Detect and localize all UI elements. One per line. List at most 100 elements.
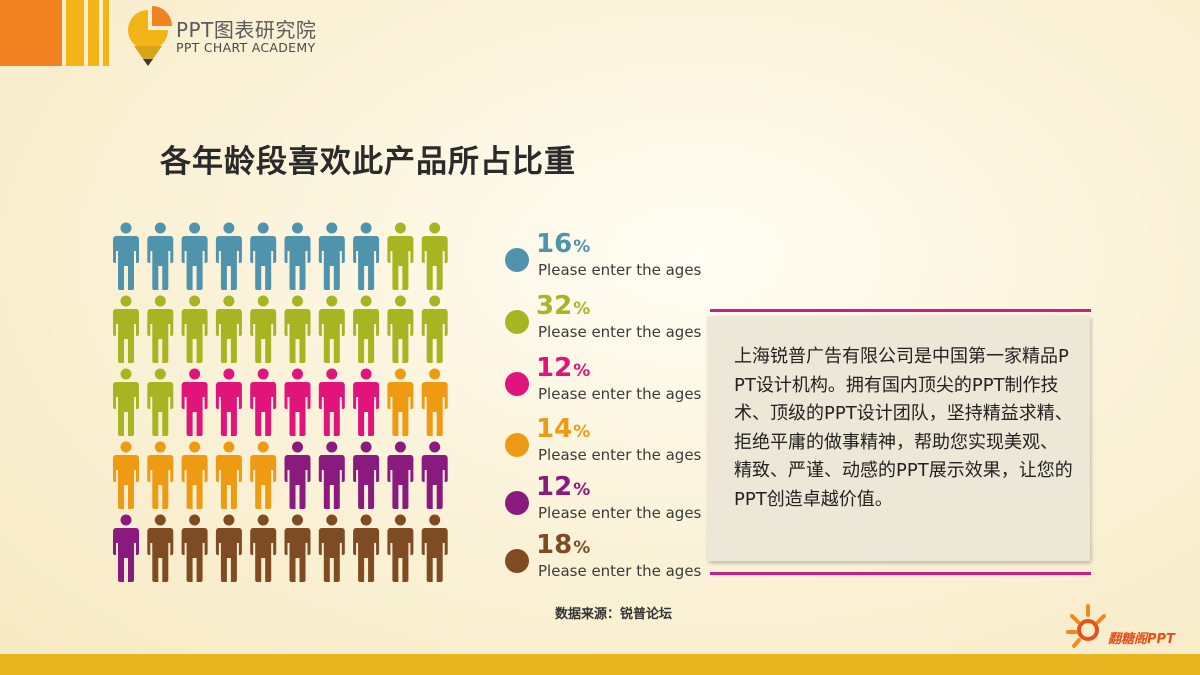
person-icon (318, 295, 345, 363)
person-icon (318, 368, 345, 436)
person-icon (387, 222, 414, 290)
legend-label: Please enter the ages (538, 446, 702, 464)
header-stripe-yellow (66, 0, 84, 66)
person-icon (215, 441, 242, 509)
person-icon (215, 514, 242, 582)
people-pictograph (113, 222, 448, 582)
person-icon (147, 222, 174, 290)
person-icon (113, 295, 139, 363)
person-icon (353, 368, 380, 436)
person-icon (353, 295, 380, 363)
person-icon (250, 368, 277, 436)
legend-label: Please enter the ages (538, 261, 702, 279)
legend-dot (505, 549, 529, 573)
legend-value: 32% (536, 291, 590, 324)
description-top-rule (710, 309, 1091, 312)
legend-value: 16% (536, 229, 590, 262)
legend-item: 14% Please enter the ages (505, 414, 735, 469)
person-icon (387, 441, 414, 509)
legend-label: Please enter the ages (538, 323, 702, 341)
footer-bar (0, 654, 1200, 675)
person-icon (215, 295, 242, 363)
person-icon (147, 441, 174, 509)
header-stripe-orange (0, 0, 62, 66)
legend-value: 14% (536, 414, 590, 447)
person-icon (421, 295, 448, 363)
person-icon (250, 441, 277, 509)
legend-label: Please enter the ages (538, 385, 702, 403)
person-icon (318, 441, 345, 509)
description-box (708, 316, 1090, 561)
person-icon (421, 368, 448, 436)
person-icon (250, 514, 277, 582)
person-icon (387, 368, 414, 436)
person-icon (353, 222, 380, 290)
person-icon (181, 368, 208, 436)
legend-label: Please enter the ages (538, 562, 702, 580)
legend-dot (505, 433, 529, 457)
description-text: 上海锐普广告有限公司是中国第一家精品PPT设计机构。拥有国内顶尖的PPT制作技术… (734, 346, 1073, 510)
person-icon (318, 514, 345, 582)
person-icon (421, 441, 448, 509)
legend-item: 12% Please enter the ages (505, 472, 735, 527)
legend-dot (505, 491, 529, 515)
legend-percent-sign: % (573, 480, 591, 500)
legend-item: 16% Please enter the ages (505, 229, 735, 284)
person-icon (250, 295, 277, 363)
pencil-pie-logo-icon (128, 6, 172, 66)
legend-percent-sign: % (573, 299, 591, 319)
logo-subtitle: PPT CHART ACADEMY (176, 40, 316, 55)
legend-value: 18% (536, 530, 590, 563)
person-icon (181, 222, 208, 290)
legend-percent-sign: % (573, 361, 591, 381)
legend-value-number: 14 (536, 414, 573, 444)
person-icon (113, 441, 139, 509)
person-icon (284, 368, 311, 436)
legend-label: Please enter the ages (538, 504, 702, 522)
person-icon (113, 514, 139, 582)
person-icon (353, 441, 380, 509)
legend-value: 12% (536, 353, 590, 386)
person-icon (147, 295, 174, 363)
legend-percent-sign: % (573, 237, 591, 257)
legend-dot (505, 372, 529, 396)
header-stripe-yellow (103, 0, 109, 66)
legend-value-number: 12 (536, 472, 573, 502)
person-icon (353, 514, 380, 582)
legend-value-number: 32 (536, 291, 573, 321)
person-icon (147, 368, 174, 436)
person-icon (147, 514, 174, 582)
person-icon (113, 222, 139, 290)
legend-value-number: 16 (536, 229, 573, 259)
legend-dot (505, 248, 529, 272)
legend-percent-sign: % (573, 422, 591, 442)
person-icon (181, 441, 208, 509)
person-icon (421, 222, 448, 290)
person-icon (387, 514, 414, 582)
legend-item: 12% Please enter the ages (505, 353, 735, 408)
logo-title: PPT图表研究院 (176, 18, 317, 42)
person-icon (181, 295, 208, 363)
person-icon (181, 514, 208, 582)
person-icon (284, 295, 311, 363)
legend-value-number: 12 (536, 353, 573, 383)
person-icon (318, 222, 345, 290)
legend-percent-sign: % (573, 538, 591, 558)
person-icon (387, 295, 414, 363)
person-icon (215, 222, 242, 290)
person-icon (250, 222, 277, 290)
legend-item: 32% Please enter the ages (505, 291, 735, 346)
person-icon (284, 441, 311, 509)
person-icon (284, 514, 311, 582)
legend-value-number: 18 (536, 530, 573, 560)
legend-dot (505, 310, 529, 334)
person-icon (113, 368, 139, 436)
person-icon (215, 368, 242, 436)
person-icon (421, 514, 448, 582)
legend-value: 12% (536, 472, 590, 505)
data-source: 数据来源：锐普论坛 (555, 607, 673, 622)
sun-brand-icon (1066, 604, 1106, 648)
person-icon (284, 222, 311, 290)
description-bottom-rule (710, 572, 1091, 575)
brand-name: 翻糖阁PPT (1108, 632, 1175, 647)
